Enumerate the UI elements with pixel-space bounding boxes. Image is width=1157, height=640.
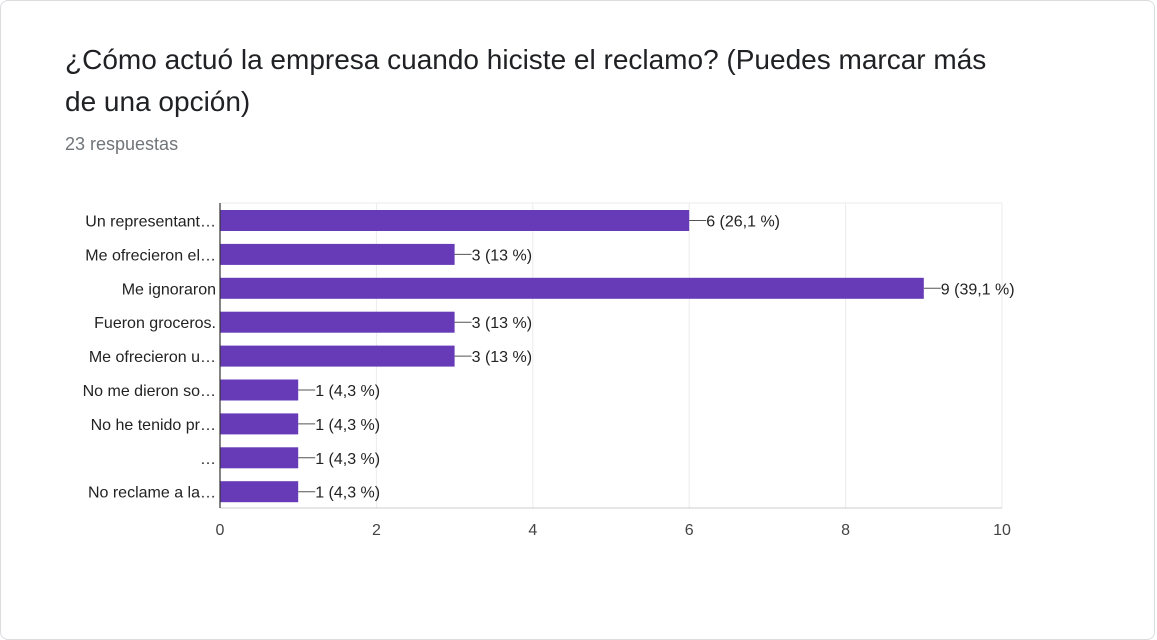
data-label: 1 (4,3 %) xyxy=(315,485,380,502)
x-tick-label: 10 xyxy=(993,522,1011,539)
bar xyxy=(220,379,299,401)
bars xyxy=(220,210,924,503)
data-label: 6 (26,1 %) xyxy=(706,214,780,231)
bar xyxy=(220,243,455,265)
axes xyxy=(219,203,1002,509)
x-tick-label: 8 xyxy=(841,522,850,539)
data-label: 1 (4,3 %) xyxy=(315,383,380,400)
data-label: 3 (13 %) xyxy=(472,315,532,332)
category-label: Un representant… xyxy=(85,214,216,231)
bar xyxy=(220,413,299,435)
category-label: No reclame a la… xyxy=(88,485,216,502)
category-label: Me ignoraron xyxy=(122,281,216,298)
category-label: Me ofrecieron u… xyxy=(89,349,216,366)
category-label: No me dieron so… xyxy=(83,383,216,400)
response-count: 23 respuestas xyxy=(65,134,179,154)
bar xyxy=(220,277,924,299)
labels: 0 2 4 6 8 10 Un representant… 6 (26,1 %) Me ofre… xyxy=(83,214,1015,540)
data-label: 3 (13 %) xyxy=(472,349,532,366)
x-tick-label: 0 xyxy=(216,522,225,539)
bar xyxy=(220,210,690,231)
data-label: 9 (39,1 %) xyxy=(941,281,1015,298)
x-tick-label: 6 xyxy=(685,522,694,539)
data-label: 1 (4,3 %) xyxy=(315,451,380,468)
data-label: 3 (13 %) xyxy=(472,247,532,264)
question-title: ¿Cómo actuó la empresa cuando hiciste el… xyxy=(65,44,987,117)
category-label: Fueron groceros. xyxy=(94,315,216,332)
data-label: 1 (4,3 %) xyxy=(315,417,380,434)
category-label: Me ofrecieron el… xyxy=(85,247,216,264)
bar xyxy=(220,311,455,333)
x-tick-label: 2 xyxy=(372,522,381,539)
category-label: … xyxy=(200,451,216,468)
category-label: No he tenido pr… xyxy=(91,417,216,434)
bar xyxy=(220,481,299,503)
bar-chart: 0 2 4 6 8 10 Un representant… 6 (26,1 %) Me ofre… xyxy=(83,202,1015,540)
bar xyxy=(220,345,455,367)
x-tick-label: 4 xyxy=(528,522,537,539)
bar xyxy=(220,447,299,469)
